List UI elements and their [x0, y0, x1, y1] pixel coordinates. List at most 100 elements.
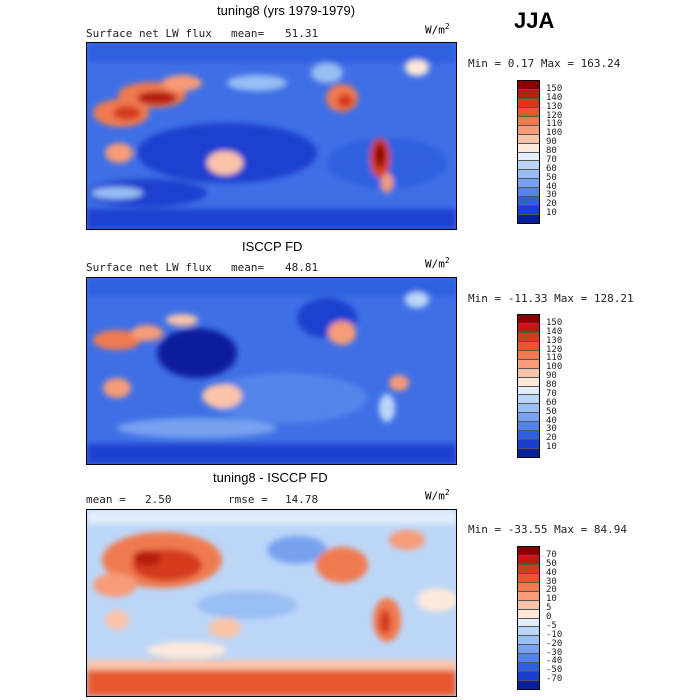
panel-2-map [86, 277, 457, 465]
panel-3-tick: 0 [546, 612, 552, 622]
panel-2-field-plot [87, 278, 456, 464]
panel-1-tick: 150 [546, 84, 563, 94]
panel-3-mean-label: mean = [86, 493, 126, 506]
colorbar-swatch [518, 341, 539, 351]
panel-2-mean-value: 48.81 [285, 261, 319, 274]
colorbar-swatch [518, 143, 539, 153]
colorbar-swatch [518, 152, 539, 162]
colorbar-swatch [518, 547, 539, 556]
colorbar-swatch [518, 332, 539, 342]
colorbar-swatch [518, 564, 539, 574]
panel-3-field-plot [87, 510, 456, 696]
panel-3-tick: -40 [546, 656, 563, 666]
colorbar-swatch [518, 609, 539, 619]
colorbar-swatch [518, 413, 539, 423]
panel-1-tick: 60 [546, 164, 557, 174]
panel-2-tick: 20 [546, 433, 557, 443]
panel-1-tick: 70 [546, 155, 557, 165]
panel-2-tick: 50 [546, 407, 557, 417]
panel-3-tick: 10 [546, 594, 557, 604]
colorbar-swatch [518, 368, 539, 378]
panel-3-units: W/m2 [425, 488, 450, 503]
colorbar-swatch [518, 636, 539, 646]
panel-1-tick: 80 [546, 146, 557, 156]
colorbar-swatch [518, 197, 539, 207]
colorbar-swatch [518, 350, 539, 360]
panel-1-tick: 120 [546, 111, 563, 121]
colorbar-swatch [518, 663, 539, 673]
colorbar-swatch [518, 555, 539, 565]
colorbar-swatch [518, 215, 539, 223]
panel-1-tick: 140 [546, 93, 563, 103]
panel-1-units: W/m2 [425, 22, 450, 37]
panel-2-tick: 40 [546, 416, 557, 426]
colorbar-swatch [518, 386, 539, 396]
panel-3-tick: -10 [546, 630, 563, 640]
colorbar-swatch [518, 672, 539, 682]
colorbar-swatch [518, 98, 539, 108]
panel-2-minmax: Min = -11.33 Max = 128.21 [468, 292, 634, 305]
panel-3-tick: -70 [546, 674, 563, 684]
colorbar-swatch [518, 627, 539, 637]
season-label: JJA [514, 8, 555, 33]
colorbar-swatch [518, 404, 539, 414]
panel-1-field-plot [87, 43, 456, 229]
panel-1-mean-value: 51.31 [285, 27, 319, 40]
panel-2-tick: 60 [546, 398, 557, 408]
panel-3-minmax: Min = -33.55 Max = 84.94 [468, 523, 627, 536]
panel-2-title: ISCCP FD [242, 239, 303, 254]
colorbar-swatch [518, 645, 539, 655]
colorbar-swatch [518, 618, 539, 628]
colorbar-swatch [518, 582, 539, 592]
panel-1-field-label: Surface net LW flux [86, 27, 212, 40]
colorbar-swatch [518, 170, 539, 180]
colorbar-swatch [518, 125, 539, 135]
panel-3-colorbar [517, 546, 540, 690]
colorbar-swatch [518, 315, 539, 324]
colorbar-swatch [518, 359, 539, 369]
colorbar-swatch [518, 591, 539, 601]
colorbar-swatch [518, 107, 539, 117]
panel-1-mean-label: mean= [231, 27, 265, 40]
colorbar-swatch [518, 188, 539, 198]
panel-3-tick: 40 [546, 568, 557, 578]
panel-1-tick: 130 [546, 102, 563, 112]
colorbar-swatch [518, 206, 539, 216]
colorbar-swatch [518, 449, 539, 457]
panel-1-tick: 50 [546, 173, 557, 183]
colorbar-swatch [518, 431, 539, 441]
panel-2-field-label: Surface net LW flux [86, 261, 212, 274]
panel-3-rmse-label: rmse = [228, 493, 268, 506]
panel-3-tick: 50 [546, 559, 557, 569]
panel-3-colorbar-ticks: 70 50 40 30 20 10 5 0 -5 -10 -20 -30 -40… [546, 546, 586, 688]
colorbar-swatch [518, 134, 539, 144]
panel-2-units: W/m2 [425, 256, 450, 271]
panel-1-tick: 20 [546, 199, 557, 209]
panel-2-tick: 100 [546, 362, 563, 372]
panel-2-tick: 140 [546, 327, 563, 337]
panel-1-tick: 100 [546, 128, 563, 138]
colorbar-swatch [518, 573, 539, 583]
colorbar-swatch [518, 395, 539, 405]
panel-2-mean-label: mean= [231, 261, 265, 274]
panel-2-tick: 110 [546, 353, 563, 363]
panel-1-tick: 40 [546, 182, 557, 192]
colorbar-swatch [518, 377, 539, 387]
colorbar-swatch [518, 116, 539, 126]
colorbar-swatch [518, 81, 539, 90]
panel-2-tick: 10 [546, 442, 557, 452]
panel-1-colorbar-ticks: 150 140 130 120 110 100 90 80 70 60 50 4… [546, 80, 586, 222]
panel-1-minmax: Min = 0.17 Max = 163.24 [468, 57, 621, 70]
panel-3-tick: -50 [546, 665, 563, 675]
panel-3-tick: -30 [546, 648, 563, 658]
colorbar-swatch [518, 323, 539, 333]
panel-3-tick: -5 [546, 621, 557, 631]
panel-2-tick: 70 [546, 389, 557, 399]
colorbar-swatch [518, 440, 539, 450]
panel-3-mean-value: 2.50 [145, 493, 172, 506]
colorbar-swatch [518, 161, 539, 171]
colorbar-swatch [518, 654, 539, 664]
colorbar-swatch [518, 422, 539, 432]
panel-3-tick: 70 [546, 550, 557, 560]
panel-1-colorbar [517, 80, 540, 224]
